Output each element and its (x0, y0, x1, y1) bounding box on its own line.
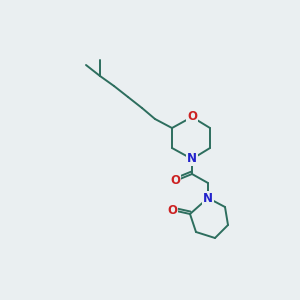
Text: O: O (187, 110, 197, 124)
Text: O: O (170, 175, 180, 188)
Text: O: O (167, 203, 177, 217)
Text: N: N (203, 191, 213, 205)
Text: N: N (187, 152, 197, 166)
